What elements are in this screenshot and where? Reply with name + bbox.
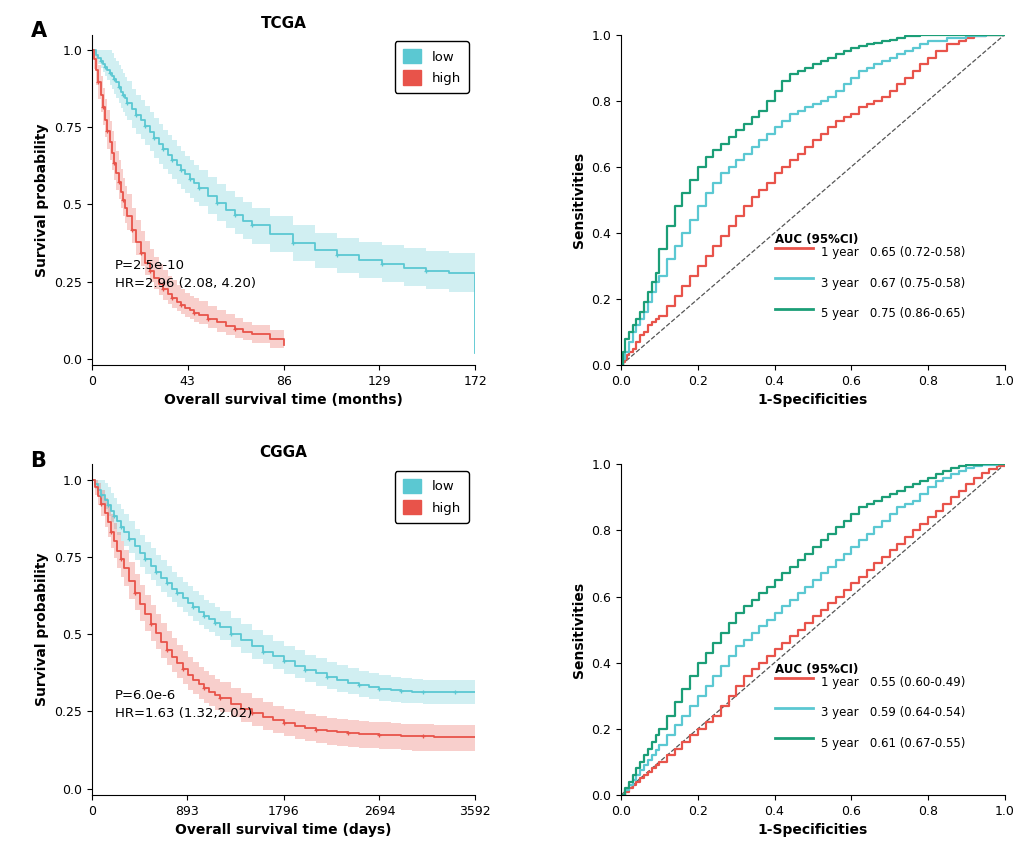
X-axis label: 1-Specificities: 1-Specificities bbox=[757, 823, 867, 837]
X-axis label: Overall survival time (days): Overall survival time (days) bbox=[175, 823, 391, 837]
Text: 1 year   0.65 (0.72-0.58): 1 year 0.65 (0.72-0.58) bbox=[819, 246, 964, 259]
Y-axis label: Sensitivities: Sensitivities bbox=[572, 581, 585, 677]
Text: 3 year   0.59 (0.64-0.54): 3 year 0.59 (0.64-0.54) bbox=[819, 706, 964, 720]
Legend: low, high: low, high bbox=[394, 41, 469, 92]
Text: 5 year   0.61 (0.67-0.55): 5 year 0.61 (0.67-0.55) bbox=[819, 737, 964, 750]
Y-axis label: Survival probability: Survival probability bbox=[35, 553, 49, 707]
Title: CGGA: CGGA bbox=[260, 445, 307, 461]
Y-axis label: Sensitivities: Sensitivities bbox=[572, 152, 585, 248]
Text: P=2.5e-10
HR=2.96 (2.08, 4.20): P=2.5e-10 HR=2.96 (2.08, 4.20) bbox=[115, 259, 256, 290]
Text: 3 year   0.67 (0.75-0.58): 3 year 0.67 (0.75-0.58) bbox=[819, 276, 964, 289]
Title: TCGA: TCGA bbox=[261, 16, 307, 30]
Text: 1 year   0.55 (0.60-0.49): 1 year 0.55 (0.60-0.49) bbox=[819, 676, 964, 689]
X-axis label: Overall survival time (months): Overall survival time (months) bbox=[164, 393, 403, 408]
Text: P=6.0e-6
HR=1.63 (1.32,2.02): P=6.0e-6 HR=1.63 (1.32,2.02) bbox=[115, 689, 252, 720]
Text: AUC (95%CI): AUC (95%CI) bbox=[773, 233, 857, 246]
Text: 5 year   0.75 (0.86-0.65): 5 year 0.75 (0.86-0.65) bbox=[819, 307, 964, 320]
Text: AUC (95%CI): AUC (95%CI) bbox=[773, 663, 857, 676]
Text: B: B bbox=[31, 451, 46, 471]
Legend: low, high: low, high bbox=[394, 471, 469, 523]
Y-axis label: Survival probability: Survival probability bbox=[35, 123, 49, 276]
X-axis label: 1-Specificities: 1-Specificities bbox=[757, 393, 867, 408]
Text: A: A bbox=[31, 22, 47, 41]
